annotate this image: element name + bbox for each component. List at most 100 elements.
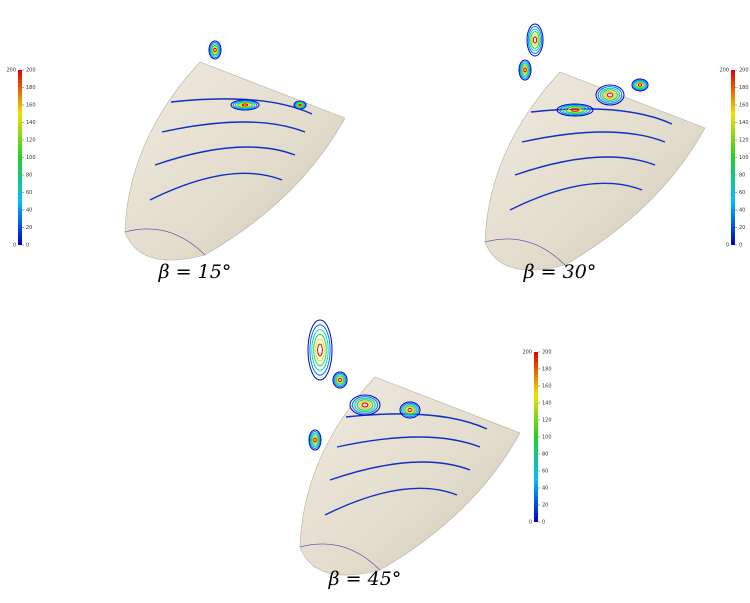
colorbar-tick-label: 100 (542, 435, 552, 441)
contour-blob (209, 41, 221, 59)
contour-blob (298, 103, 302, 107)
contour-line (514, 156, 656, 176)
colorbar-tick-label: 120 (26, 138, 36, 144)
contour-blob (521, 64, 529, 76)
contour-blob (519, 61, 531, 79)
colorbar-tick-label: 80 (26, 173, 32, 179)
contour-blob (520, 62, 530, 78)
contour-blob (606, 92, 614, 98)
body-render (124, 40, 346, 261)
contour-blob (237, 101, 253, 109)
contour-blob (297, 103, 303, 107)
contour-blob (637, 83, 643, 87)
contour-blob (309, 324, 331, 376)
contour-blob (570, 108, 580, 112)
colorbar-tick-label: 0 (26, 243, 29, 249)
contour-blob (294, 101, 306, 109)
contour-blob (349, 394, 381, 416)
contour-blob (354, 397, 376, 413)
contour-blob (599, 87, 621, 103)
colorbar (534, 352, 538, 522)
contour-blob (529, 28, 541, 52)
colorbar-tick-label: 180 (542, 367, 552, 373)
contour-blob (530, 31, 540, 49)
colorbar-tick-label: 180 (739, 85, 749, 91)
colorbar-tick-label: 40 (26, 208, 32, 214)
contour-blob (559, 104, 591, 116)
contour-blob (311, 329, 329, 371)
contour-blob (632, 79, 648, 91)
contour-blob (356, 399, 374, 411)
contour-blob (296, 102, 304, 108)
contour-blob (568, 107, 582, 113)
contour-blob (213, 47, 217, 53)
contour-blob (241, 103, 249, 107)
contour-blob (239, 102, 251, 108)
contour-blob (312, 435, 318, 445)
contour-blob (361, 402, 369, 408)
colorbar-tick-label: 120 (739, 138, 749, 144)
contour-line (324, 487, 458, 516)
contour-blob (336, 376, 344, 384)
contour-blob (234, 101, 256, 109)
colorbar-tick-label: 60 (739, 190, 745, 196)
contour-blob (315, 338, 325, 362)
contour-blob (405, 406, 415, 414)
body (124, 61, 346, 261)
contour-blob (333, 372, 347, 388)
contour-blob (565, 106, 585, 114)
contour-blob (309, 431, 321, 449)
contour-blob (295, 101, 305, 109)
contour-blob (604, 90, 616, 100)
contour-blob (332, 371, 348, 389)
colorbar-tick-label: 200 (26, 68, 36, 74)
contour-blob (636, 82, 644, 88)
colorbar-tick-label: 40 (739, 208, 745, 214)
contour-blob (399, 401, 421, 419)
caption: β = 30° (523, 261, 597, 283)
colorbar-tick-label: 120 (542, 418, 552, 424)
contour-blob (531, 33, 539, 47)
contour-blob (212, 46, 218, 54)
colorbar-tick-label: 80 (739, 173, 745, 179)
contour-blob (562, 105, 588, 115)
nose-line (484, 238, 566, 266)
contour-blob (402, 404, 418, 416)
contour-blob (401, 402, 419, 418)
contour-line (154, 146, 296, 166)
colorbar-tick-label: 160 (542, 384, 552, 390)
colorbar-tick-label: 160 (26, 103, 36, 109)
contour-blob (523, 67, 527, 73)
colorbar (18, 70, 22, 245)
contour-blob (338, 377, 342, 383)
caption: β = 15° (158, 261, 232, 283)
contour-blob (307, 319, 333, 381)
contour-line (336, 436, 481, 448)
contour-blob (527, 26, 543, 54)
body (484, 71, 706, 271)
contour-blob (532, 36, 538, 44)
contour-line (530, 108, 673, 125)
colorbar-tick-label: 20 (26, 225, 32, 231)
colorbar-tick-label: 160 (739, 103, 749, 109)
nose-line (124, 228, 206, 256)
contour-blob (310, 432, 320, 448)
colorbar-tick-label: 200 (739, 68, 749, 74)
colorbar-min: 0 (13, 243, 16, 249)
contour-blob (631, 78, 649, 92)
contour-blob (211, 44, 219, 56)
contour-blob (313, 333, 327, 367)
colorbar-max: 200 (6, 68, 16, 74)
colorbar-max: 200 (719, 68, 729, 74)
contour-blob (313, 437, 317, 443)
colorbar-tick-label: 100 (739, 155, 749, 161)
contour-blob (635, 81, 645, 89)
contour-blob (597, 86, 623, 104)
contour-blob (526, 23, 544, 57)
contour-blob (210, 43, 220, 57)
contour-blob (293, 100, 307, 110)
contour-blob (351, 396, 379, 414)
contour-blob (522, 65, 528, 75)
colorbar-tick-label: 180 (26, 85, 36, 91)
